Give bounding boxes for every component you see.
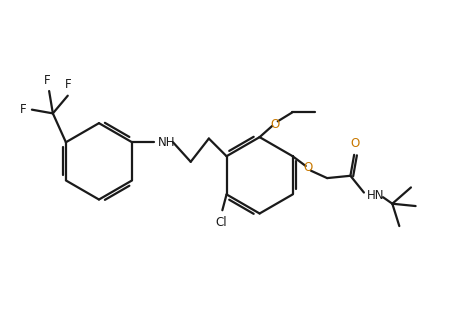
Text: F: F [44,74,50,87]
Text: O: O [350,137,359,150]
Text: F: F [20,103,26,116]
Text: Cl: Cl [215,216,227,229]
Text: O: O [270,118,279,130]
Text: HN: HN [367,189,384,202]
Text: NH: NH [158,136,175,149]
Text: O: O [303,161,312,174]
Text: F: F [65,78,72,92]
